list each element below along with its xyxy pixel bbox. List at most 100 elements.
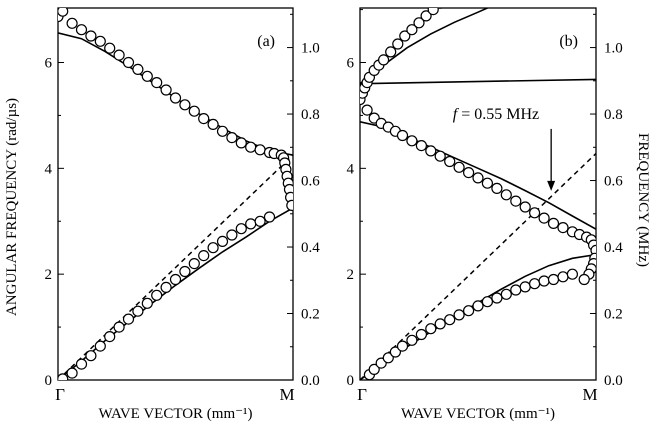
y-right-tick-label: 0.2 [301,307,320,323]
data-point [425,145,437,157]
data-point [254,215,266,227]
y-right-tick-label: 0.6 [301,174,320,190]
y-axis-left-label: ANGULAR FREQUENCY (rad/µs) [4,98,20,316]
data-point [58,373,69,380]
data-point [427,8,439,16]
data-point [113,49,125,61]
data-point [94,340,106,352]
x-axis-label: WAVE VECTOR (mm⁻¹) [98,406,252,422]
series-dashed-line [360,152,596,380]
y-left-tick-label: 4 [45,161,53,177]
data-point [399,30,411,42]
data-point [245,141,257,153]
data-point [160,281,172,293]
data-point [528,278,541,290]
data-point [122,313,135,325]
data-point [444,155,456,168]
panel-label: (b) [559,33,578,50]
data-point [188,258,200,270]
y-left-tick-label: 4 [347,161,355,177]
x-tick-label-gamma: Γ [55,385,65,404]
data-point [226,132,238,144]
data-point [500,288,512,300]
data-point [519,281,531,293]
data-point [538,212,550,224]
data-point [160,84,172,96]
data-point [389,346,401,358]
data-point [235,223,247,235]
annotation-text: = 0.55 MHz [457,106,539,123]
y-left-tick-label: 2 [347,267,355,283]
data-point [169,92,182,104]
data-point [547,273,560,286]
data-point [141,297,153,309]
data-point [94,35,106,47]
panel-label: (a) [257,33,275,50]
data-point [472,300,484,312]
data-point [472,172,484,184]
data-point [104,331,116,343]
data-point [188,105,200,117]
data-point [66,367,78,379]
data-point [481,177,493,189]
data-point [122,56,135,69]
y-right-tick-label: 0.4 [301,240,320,256]
data-point [406,334,418,346]
y-left-tick-label: 2 [45,267,53,283]
data-point [85,350,97,362]
series-line [360,78,596,85]
y-left-tick-label: 0 [347,373,355,389]
data-point [528,207,541,219]
data-point [207,242,219,254]
data-point [286,199,293,211]
data-point [104,42,116,54]
data-point [216,125,229,137]
series-dashed-line [58,154,293,380]
data-point [141,70,153,82]
data-point [491,182,503,194]
data-point [415,328,427,341]
panel-a: 0 2 4 6 0.0 0.2 0.4 0.6 0.8 1.0 Γ M WAVE VECTOR (mm⁻… [45,7,320,422]
data-point [481,296,493,308]
data-point [151,76,163,89]
data-point [578,273,590,286]
data-point [547,217,560,229]
y-left-tick-label: 0 [45,373,53,389]
data-point [406,24,418,36]
data-point [245,218,257,230]
y-right-tick-label: 0.0 [301,373,320,389]
data-point [396,340,409,352]
data-point [453,161,465,173]
data-point [382,352,394,364]
data-point [66,17,78,29]
panel-b: 0 2 4 6 0.0 0.2 0.4 0.6 0.8 1.0 Γ M WAVE VECTOR (mm⁻… [347,7,623,422]
series-line [360,8,490,85]
data-point [263,211,276,223]
data-point [385,46,397,58]
data-point [437,8,444,9]
data-point [420,10,432,22]
data-point [463,305,475,317]
data-point [113,321,125,333]
data-point [368,363,380,375]
y-right-tick-label: 0.6 [604,174,623,190]
data-point [510,284,522,296]
data-point [425,323,437,335]
x-tick-label-m: M [279,385,294,404]
y-left-tick-label: 6 [45,56,53,72]
data-point [491,292,503,304]
x-axis-label: WAVE VECTOR (mm⁻¹) [401,406,555,422]
data-point [557,222,569,234]
data-point [151,289,163,301]
y-left-tick-label: 6 [347,56,355,72]
data-point [538,275,550,287]
data-point [235,137,247,149]
data-point [75,24,88,36]
data-point [519,201,531,213]
data-point [132,305,144,317]
data-point [434,318,446,330]
data-point [406,135,418,147]
data-point [361,104,373,116]
y-right-tick-label: 0.4 [604,240,623,256]
